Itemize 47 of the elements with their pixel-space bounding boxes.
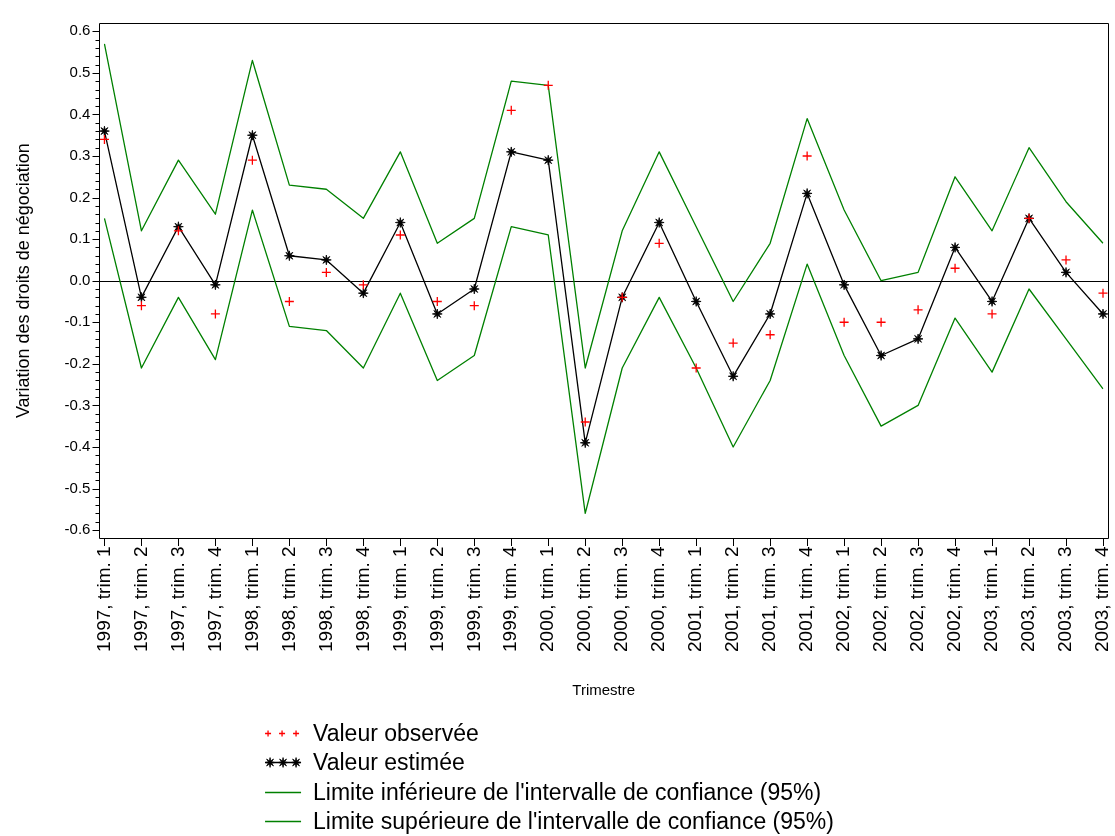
x-tick-label: 2003, trim. 3 [1054, 546, 1076, 653]
legend-label: Valeur observée [313, 719, 479, 746]
legend-label: Valeur estimée [313, 748, 465, 775]
y-axis-title: Variation des droits de négociation [12, 143, 33, 419]
x-tick-label: 1997, trim. 3 [166, 546, 188, 653]
y-tick-label: 0.2 [69, 187, 91, 205]
x-tick-label: 2000, trim. 3 [610, 546, 632, 653]
y-tick-label: 0.1 [69, 229, 91, 247]
x-tick-label: 1997, trim. 4 [203, 545, 225, 653]
x-tick-label: 2002, trim. 3 [906, 546, 928, 653]
x-tick-label: 2003, trim. 1 [980, 546, 1002, 653]
y-tick-label: 0.0 [69, 270, 91, 288]
x-tick-label: 2001, trim. 2 [721, 546, 743, 653]
x-tick-label: 2001, trim. 1 [684, 546, 706, 653]
x-tick-label: 2000, trim. 2 [573, 546, 595, 653]
x-tick-label: 2002, trim. 2 [869, 546, 891, 653]
x-tick-label: 1999, trim. 3 [462, 546, 484, 653]
x-tick-label: 1999, trim. 1 [388, 546, 410, 653]
x-tick-label: 1997, trim. 1 [92, 546, 114, 653]
y-tick-label: -0.1 [64, 312, 91, 330]
y-tick-label: -0.3 [64, 395, 91, 413]
y-tick-label: 0.6 [69, 21, 91, 39]
x-tick-label: 2001, trim. 3 [758, 546, 780, 653]
x-tick-label: 2000, trim. 1 [536, 546, 558, 653]
y-tick-label: -0.4 [64, 437, 91, 455]
x-tick-label: 1998, trim. 2 [277, 546, 299, 653]
x-tick-label: 2001, trim. 4 [795, 545, 817, 653]
legend-label: Limite inférieure de l'intervalle de confiance (95%) [313, 778, 822, 805]
y-tick-label: -0.5 [64, 478, 91, 496]
y-tick-label: 0.3 [69, 146, 91, 164]
x-tick-label: 1999, trim. 2 [425, 546, 447, 653]
x-tick-label: 2003, trim. 4 [1091, 545, 1113, 653]
y-tick-label: -0.2 [64, 353, 91, 371]
x-tick-label: 1998, trim. 1 [240, 546, 262, 653]
x-tick-label: 1998, trim. 4 [351, 545, 373, 653]
x-tick-label: 1999, trim. 4 [499, 545, 521, 653]
x-tick-label: 2000, trim. 4 [647, 545, 669, 653]
x-tick-label: 1998, trim. 3 [314, 546, 336, 653]
x-axis-title: Trimestre [572, 681, 636, 699]
legend-label: Limite supérieure de l'intervalle de confiance (95%) [313, 807, 834, 834]
x-tick-label: 2003, trim. 2 [1017, 546, 1039, 653]
x-tick-label: 2002, trim. 1 [832, 546, 854, 653]
y-tick-label: 0.4 [69, 104, 91, 122]
y-tick-label: 0.5 [69, 63, 91, 81]
y-tick-label: -0.6 [64, 520, 91, 538]
x-tick-label: 1997, trim. 2 [129, 546, 151, 653]
x-tick-label: 2002, trim. 4 [943, 545, 965, 653]
